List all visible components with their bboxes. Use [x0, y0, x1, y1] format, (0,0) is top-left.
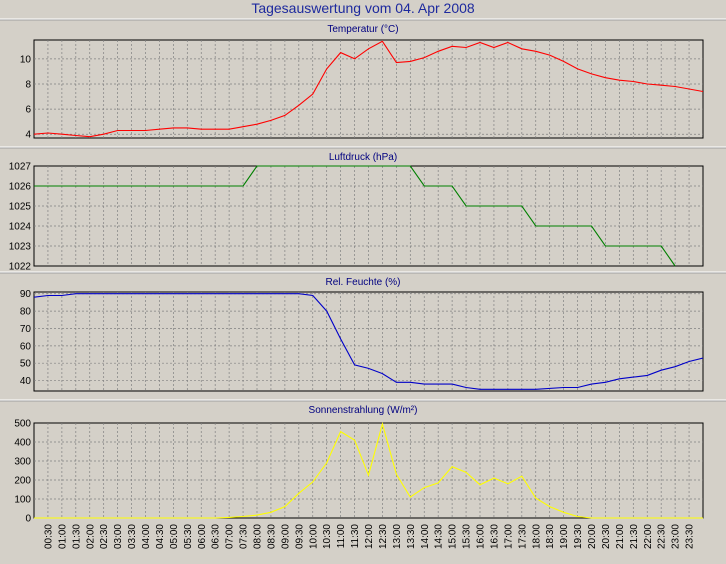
- x-tick-label: 02:30: [99, 524, 110, 549]
- x-tick-label: 18:30: [545, 524, 556, 549]
- x-tick-label: 20:00: [587, 524, 598, 549]
- x-tick-label: 18:00: [531, 524, 542, 549]
- x-tick-label: 01:30: [71, 524, 82, 549]
- temperature-ytick-label: 4: [25, 130, 31, 141]
- pressure-title: Luftdruck (hPa): [329, 152, 397, 163]
- x-tick-label: 09:00: [280, 524, 291, 549]
- x-tick-label: 14:30: [434, 524, 445, 549]
- x-tick-label: 10:00: [308, 524, 319, 549]
- x-tick-label: 13:00: [392, 524, 403, 549]
- x-tick-label: 13:30: [406, 524, 417, 549]
- humidity-ytick-label: 60: [20, 341, 32, 352]
- pressure-chart: Luftdruck (hPa) 1022 1023 1024 1025 1026 1027: [0, 146, 726, 273]
- x-tick-label: 21:30: [629, 524, 640, 549]
- x-tick-label: 19:00: [559, 524, 570, 549]
- x-tick-label: 04:30: [155, 524, 166, 549]
- x-tick-label: 07:30: [239, 524, 250, 549]
- x-tick-label: 09:30: [294, 524, 305, 549]
- pressure-ytick-label: 1022: [9, 262, 32, 273]
- temperature-ytick-label: 8: [25, 79, 31, 90]
- pressure-ytick-label: 1023: [9, 242, 32, 253]
- humidity-series-line: [34, 293, 703, 390]
- humidity-ytick-label: 80: [20, 307, 32, 318]
- x-tick-label: 11:30: [350, 524, 361, 549]
- sun-ytick-label: 300: [14, 457, 31, 468]
- sun-ytick-label: 400: [14, 438, 31, 449]
- humidity-ytick-label: 90: [20, 289, 32, 300]
- sun-ytick-label: 500: [14, 419, 31, 430]
- pressure-ytick-label: 1026: [9, 182, 32, 193]
- pressure-ytick-label: 1024: [9, 222, 32, 233]
- x-tick-label: 12:00: [364, 524, 375, 549]
- x-tick-label: 20:30: [601, 524, 612, 549]
- sun-ytick-label: 0: [25, 514, 31, 525]
- x-tick-label: 16:30: [489, 524, 500, 549]
- sun-ytick-label: 200: [14, 476, 31, 487]
- x-tick-label: 06:00: [197, 524, 208, 549]
- x-tick-label: 15:30: [462, 524, 473, 549]
- x-tick-label: 22:30: [657, 524, 668, 549]
- sun-ytick-label: 100: [14, 495, 31, 506]
- x-tick-label: 03:30: [127, 524, 138, 549]
- x-tick-label: 08:30: [266, 524, 277, 549]
- x-tick-label: 00:30: [43, 524, 54, 549]
- humidity-chart: Rel. Feuchte (%) 40 50 60 70 80 90: [0, 271, 726, 392]
- x-tick-label: 16:00: [476, 524, 487, 549]
- sun-title: Sonnenstrahlung (W/m²): [309, 405, 418, 416]
- x-tick-label: 04:00: [141, 524, 152, 549]
- pressure-ytick-label: 1025: [9, 202, 32, 213]
- humidity-ytick-label: 40: [20, 376, 32, 387]
- temperature-series-line: [34, 40, 703, 138]
- x-tick-label: 05:30: [183, 524, 194, 549]
- x-tick-label: 21:00: [615, 524, 626, 549]
- x-tick-label: 22:00: [643, 524, 654, 549]
- x-tick-label: 05:00: [169, 524, 180, 549]
- x-tick-label: 15:00: [448, 524, 459, 549]
- pressure-series-line: [34, 165, 676, 267]
- x-tick-label: 02:00: [85, 524, 96, 549]
- pressure-ytick-label: 1027: [9, 162, 32, 173]
- x-tick-label: 06:30: [211, 524, 222, 549]
- sun-series-line: [34, 422, 703, 519]
- temperature-ytick-label: 6: [25, 105, 31, 116]
- temperature-ytick-label: 10: [20, 54, 32, 65]
- x-tick-label: 12:30: [378, 524, 389, 549]
- x-tick-label: 08:00: [253, 524, 264, 549]
- humidity-ytick-label: 50: [20, 359, 32, 370]
- temperature-chart: Temperatur (°C) 4 6 8 10: [0, 18, 726, 141]
- page-title: Tagesauswertung vom 04. Apr 2008: [251, 0, 475, 16]
- x-tick-label: 14:00: [420, 524, 431, 549]
- x-tick-label: 17:00: [503, 524, 514, 549]
- x-tick-label: 01:00: [57, 524, 68, 549]
- x-tick-label: 17:30: [517, 524, 528, 549]
- humidity-title: Rel. Feuchte (%): [325, 277, 400, 288]
- x-tick-label: 03:00: [113, 524, 124, 549]
- x-tick-label: 23:30: [685, 524, 696, 549]
- x-tick-label: 19:30: [573, 524, 584, 549]
- x-tick-label: 23:00: [671, 524, 682, 549]
- humidity-ytick-label: 70: [20, 324, 32, 335]
- sun-chart: Sonnenstrahlung (W/m²) 0 100 200 300 400 500: [0, 399, 726, 525]
- x-tick-label: 07:00: [225, 524, 236, 549]
- x-axis: 00:30 01:00 01:30 02:00 02:30 03:00 03:30 04:00…: [43, 524, 695, 549]
- x-tick-label: 11:00: [336, 524, 347, 549]
- temperature-title: Temperatur (°C): [327, 24, 398, 35]
- x-tick-label: 10:30: [322, 524, 333, 549]
